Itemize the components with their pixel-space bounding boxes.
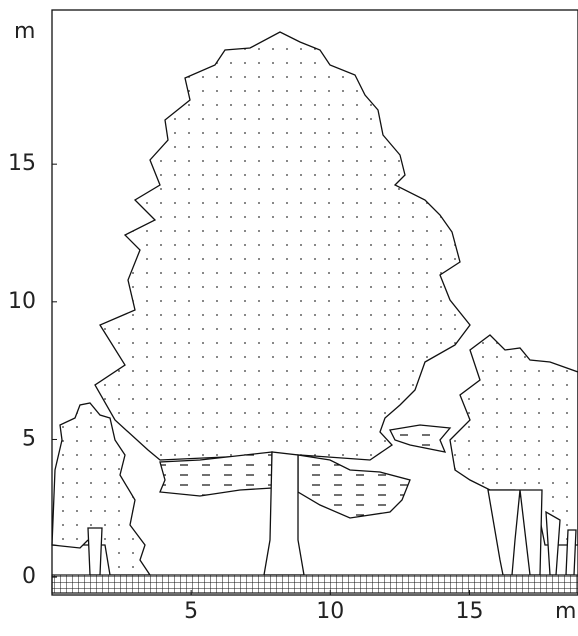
- lower-crown-right: [297, 454, 411, 519]
- y-tick-label: 10: [8, 289, 36, 314]
- large-canopy: [94, 31, 471, 461]
- x-tick-label: 15: [455, 599, 483, 624]
- y-tick-label: 15: [8, 151, 36, 176]
- x-tick-label: 10: [316, 599, 344, 624]
- trees: [51, 31, 578, 576]
- ground: [51, 574, 578, 594]
- x-unit: m: [555, 599, 576, 624]
- right-branch: [389, 424, 452, 453]
- lower-crown-left: [159, 451, 273, 497]
- y-tick-label: 5: [22, 426, 36, 451]
- frame: [51, 9, 578, 596]
- x-tick-label: 5: [184, 599, 198, 624]
- left-tree: [51, 402, 152, 576]
- y-tick-label: 0: [22, 564, 36, 589]
- y-unit: m: [14, 19, 35, 44]
